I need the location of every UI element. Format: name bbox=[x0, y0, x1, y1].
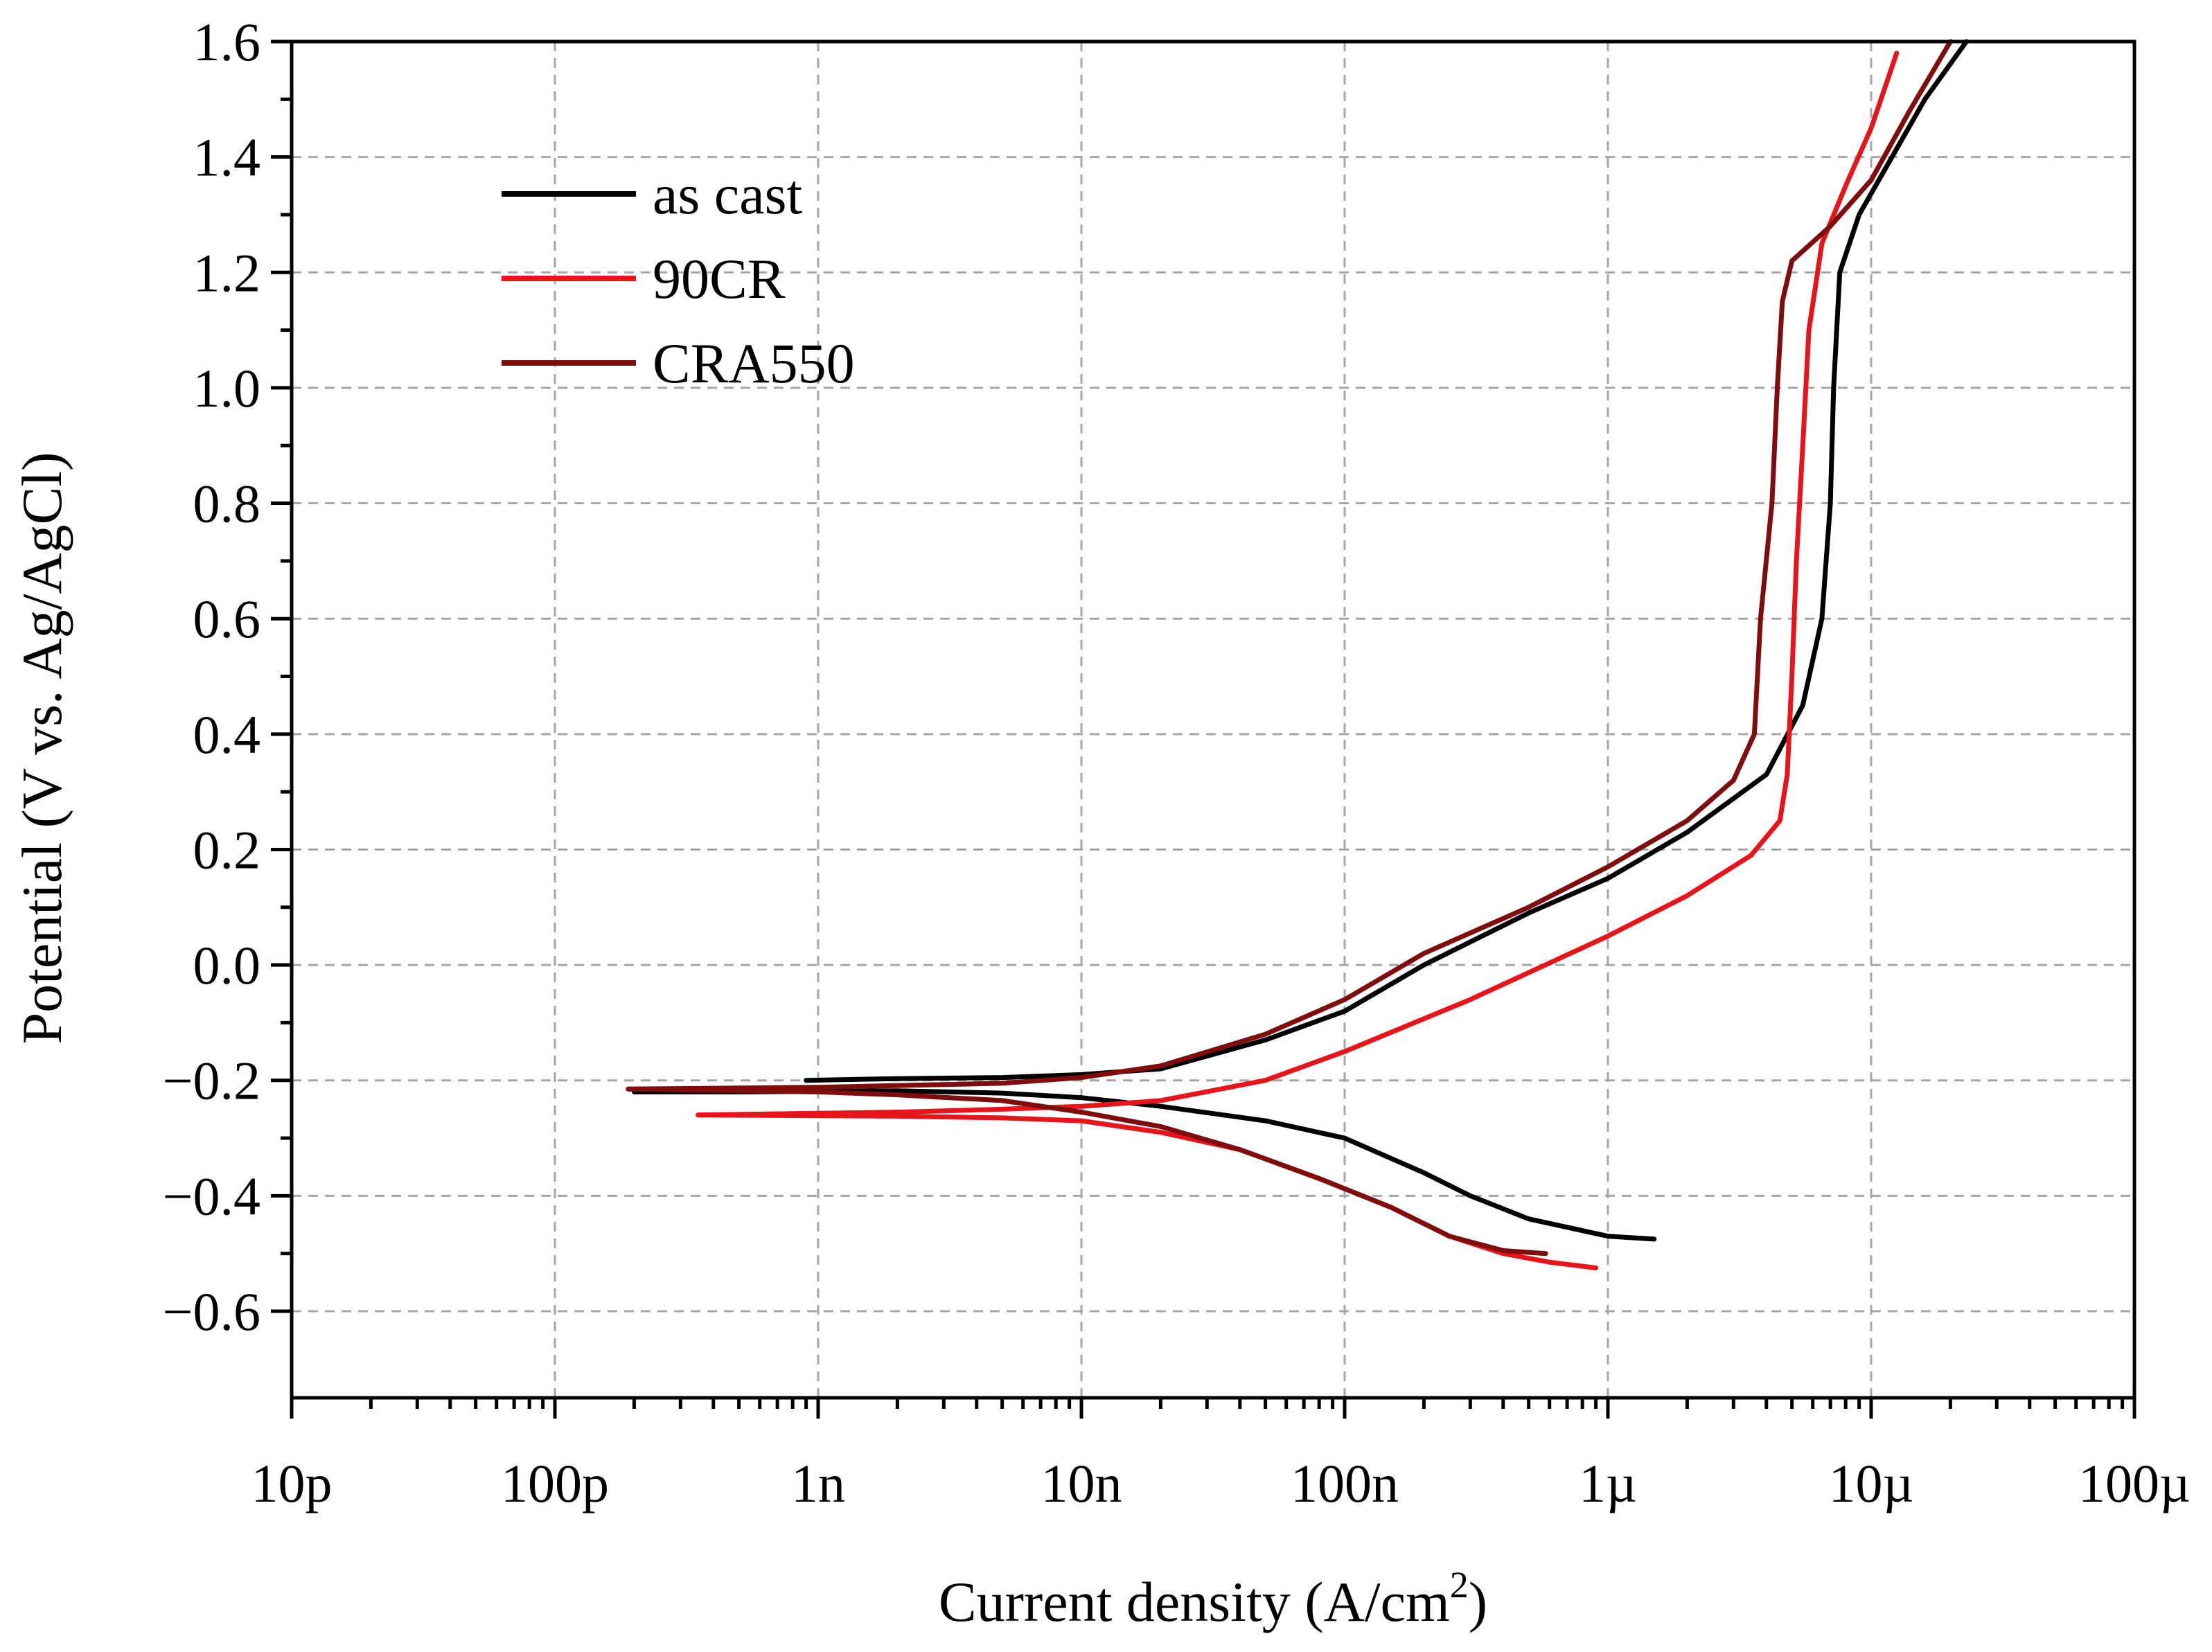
y-tick-label: 0.6 bbox=[193, 589, 261, 649]
plot-frame bbox=[290, 39, 2136, 1400]
y-tick-label: −0.4 bbox=[163, 1166, 261, 1226]
y-axis-title: Potential (V vs. Ag/AgCl) bbox=[10, 452, 73, 1045]
labels-layer: 10p 100p 1n 10n 100n 1µ 10µ 100µ −0.6 −0.4 −0.2 0.0… bbox=[163, 12, 2191, 1513]
x-tick-label: 10µ bbox=[1829, 1453, 1914, 1513]
series-as-cast-cathodic-branch bbox=[631, 1088, 1657, 1242]
y-tick-label: −0.6 bbox=[163, 1281, 261, 1342]
y-tick-label: 0.8 bbox=[193, 474, 261, 534]
x-tick-label: 1n bbox=[791, 1453, 845, 1513]
y-tick-label: 1.2 bbox=[193, 242, 261, 303]
y-tick-label: 0.0 bbox=[193, 935, 261, 995]
x-tick-label: 100µ bbox=[2078, 1453, 2191, 1513]
x-tick-label: 10p bbox=[251, 1453, 333, 1513]
legend-label-90cr: 90CR bbox=[653, 247, 786, 310]
legend-label-as-cast: as cast bbox=[653, 163, 803, 226]
series-cra550-anodic-branch bbox=[626, 39, 1953, 1092]
y-tick-label: −0.2 bbox=[163, 1051, 261, 1111]
series-cra550-cathodic-branch bbox=[626, 1086, 1548, 1256]
y-tick-label: 0.4 bbox=[193, 704, 261, 765]
ticks-layer bbox=[271, 39, 2136, 1419]
y-tick-label: 1.6 bbox=[193, 12, 261, 72]
y-tick-label: 0.2 bbox=[193, 819, 261, 880]
grid-layer bbox=[292, 42, 2134, 1398]
x-tick-label: 10n bbox=[1041, 1453, 1122, 1513]
series-layer bbox=[626, 39, 1969, 1270]
y-tick-label: 1.4 bbox=[193, 127, 261, 188]
x-tick-label: 100p bbox=[501, 1453, 609, 1513]
x-axis-title: Current density (A/cm2) bbox=[939, 1564, 1487, 1633]
x-tick-label: 100n bbox=[1291, 1453, 1399, 1513]
series-90cr-anodic-branch bbox=[696, 51, 1900, 1118]
x-tick-label: 1µ bbox=[1579, 1453, 1637, 1513]
legend: as cast 90CR CRA550 bbox=[502, 163, 855, 395]
y-tick-label: 1.0 bbox=[193, 358, 261, 418]
series-as-cast-anodic-branch bbox=[804, 39, 1969, 1083]
legend-label-cra550: CRA550 bbox=[653, 332, 855, 395]
